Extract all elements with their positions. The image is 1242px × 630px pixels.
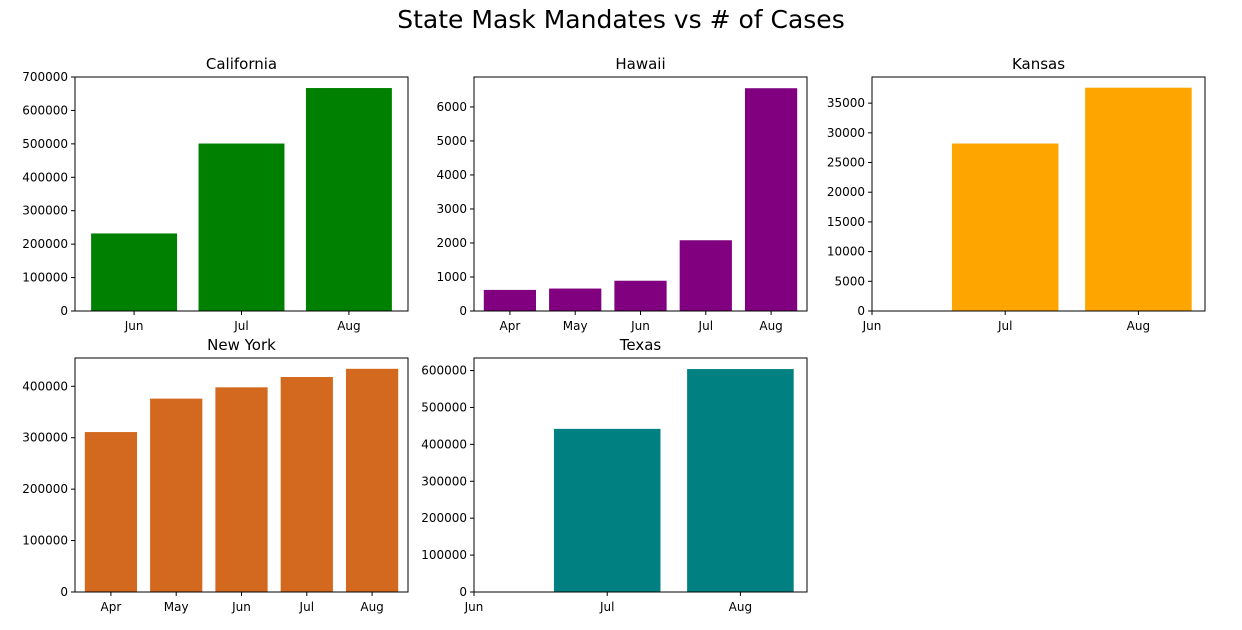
subplot-kansas: 0 5000 10000 15000 20000 25000 30000 35000 Jun Ju… [827,55,1206,333]
subplot-texas: 0 100000 200000 300000 400000 500000 600000 Jun… [421,336,808,614]
ytick-label-hawaii: 6000 [436,100,467,114]
xtick-label-kansas: Jun [862,319,882,333]
xtick-label-kansas: Aug [1127,319,1150,333]
ytick-label-california: 0 [60,304,68,318]
xtick-label-new-york: May [164,600,189,614]
xtick-label-texas: Jul [599,600,614,614]
ytick-label-texas: 200000 [421,511,467,525]
ytick-label-kansas: 0 [857,304,865,318]
ytick-label-kansas: 10000 [827,245,865,259]
figure-title: State Mask Mandates vs # of Cases [397,5,844,34]
ytick-label-california: 600000 [22,103,68,117]
subplot-hawaii: 0 1000 2000 3000 4000 5000 6000 Apr May Jun Jul Aug… [436,55,808,333]
bar-california-jul [198,143,285,311]
xtick-label-new-york: Aug [360,600,383,614]
bar-california-jun [91,233,178,311]
bar-new-york-may [150,398,203,592]
ytick-label-texas: 0 [459,585,467,599]
ytick-label-hawaii: 0 [459,304,467,318]
xtick-label-hawaii: Aug [759,319,782,333]
bar-texas-aug [687,369,794,592]
subplot-title-hawaii: Hawaii [615,55,665,73]
subplot-california: 0 100000 200000 300000 400000 500000 600000 700… [22,55,409,333]
bar-kansas-aug [1085,87,1192,311]
bar-new-york-jun [215,387,268,592]
ytick-label-new-york: 300000 [22,431,68,445]
bar-kansas-jul [951,143,1059,311]
bar-texas-jul [553,428,661,592]
ytick-label-new-york: 400000 [22,379,68,393]
ytick-label-california: 500000 [22,137,68,151]
ytick-label-new-york: 200000 [22,482,68,496]
ytick-label-texas: 100000 [421,548,467,562]
subplot-title-new-york: New York [207,336,276,354]
xtick-label-hawaii: Jun [630,319,650,333]
ytick-label-kansas: 30000 [827,126,865,140]
bar-hawaii-may [549,288,602,311]
ytick-label-hawaii: 5000 [436,134,467,148]
xtick-label-california: Aug [337,319,360,333]
ytick-label-texas: 500000 [421,400,467,414]
ytick-label-kansas: 20000 [827,185,865,199]
ytick-label-kansas: 35000 [827,96,865,110]
ytick-label-hawaii: 1000 [436,270,467,284]
ytick-label-kansas: 15000 [827,215,865,229]
xtick-label-california: Jul [233,319,248,333]
xtick-label-texas: Aug [729,600,752,614]
ytick-label-kansas: 5000 [834,274,865,288]
xtick-label-new-york: Jul [299,600,314,614]
xtick-label-new-york: Jun [231,600,251,614]
ytick-label-hawaii: 2000 [436,236,467,250]
ytick-label-california: 300000 [22,204,68,218]
bar-hawaii-jun [614,280,667,311]
xtick-label-texas: Jun [464,600,484,614]
bar-hawaii-aug [744,88,798,311]
ytick-label-hawaii: 4000 [436,168,467,182]
axes-frame-kansas [871,76,1206,312]
subplots: 0100000200000300000400000500000600000700… [22,55,1206,614]
bar-hawaii-apr [483,289,537,311]
bar-new-york-aug [345,368,399,592]
bar-new-york-apr [84,432,138,592]
xtick-label-hawaii: May [563,319,588,333]
subplot-new-york: 0 100000 200000 300000 400000 Apr May Jun Jul Aug… [22,336,409,614]
ytick-label-california: 400000 [22,170,68,184]
ytick-label-california: 700000 [22,70,68,84]
xtick-label-hawaii: Jul [698,319,713,333]
ytick-label-kansas: 25000 [827,156,865,170]
axes-frame-texas [473,357,808,593]
ytick-label-hawaii: 3000 [436,202,467,216]
xtick-label-hawaii: Apr [500,319,521,333]
ytick-label-new-york: 100000 [22,534,68,548]
ytick-label-california: 100000 [22,271,68,285]
ytick-label-new-york: 0 [60,585,68,599]
subplot-title-california: California [206,55,277,73]
subplot-title-texas: Texas [619,336,662,354]
ytick-label-texas: 300000 [421,474,467,488]
xtick-label-new-york: Apr [101,600,122,614]
xtick-label-california: Jun [124,319,144,333]
bar-hawaii-jul [679,240,732,311]
ytick-label-texas: 600000 [421,364,467,378]
bar-california-aug [305,88,392,311]
ytick-label-texas: 400000 [421,437,467,451]
subplot-title-kansas: Kansas [1012,55,1065,73]
ytick-label-california: 200000 [22,237,68,251]
bar-new-york-jul [280,377,333,592]
xtick-label-kansas: Jul [997,319,1012,333]
